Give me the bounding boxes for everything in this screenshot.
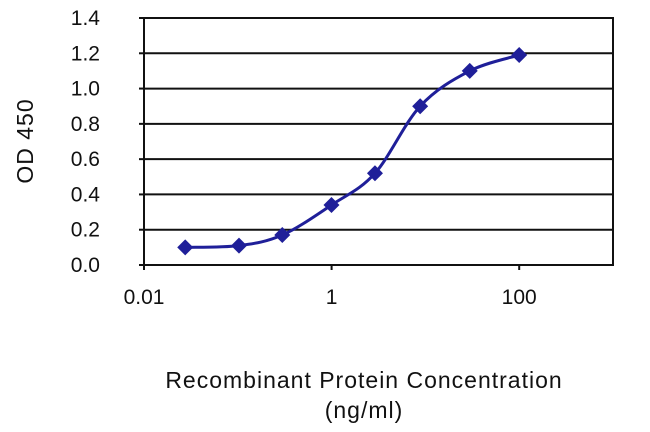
y-tick-label-4: 0.8 [71,113,100,136]
y-tick-label-2: 0.4 [71,183,101,206]
data-point-0 [177,239,194,256]
data-point-1 [231,237,248,254]
gridlines [144,52,613,231]
x-tick-label-0: 0.01 [124,286,165,309]
data-point-5 [412,98,429,115]
x-tick-label-2: 100 [502,286,537,309]
data-point-6 [461,62,478,79]
y-axis-title: OD 450 [12,98,38,183]
y-tick-label-0: 0.0 [71,254,100,277]
plot-area [143,17,614,266]
data-point-4 [366,165,383,182]
axes [139,17,613,270]
y-tick-label-6: 1.2 [71,42,100,65]
x-tick-labels: 0.01 1 100 [124,286,537,309]
x-axis-title: Recombinant Protein Concentration [165,367,562,393]
y-tick-label-1: 0.2 [71,219,100,242]
x-tick-label-1: 1 [326,286,338,309]
x-axis-title-units: (ng/ml) [325,397,404,423]
data-point-3 [323,197,340,214]
y-tick-label-3: 0.6 [71,148,100,171]
y-tick-label-7: 1.4 [71,7,101,30]
data-point-7 [511,47,528,64]
y-tick-labels: 0.0 0.2 0.4 0.6 0.8 1.0 1.2 1.4 [71,7,101,277]
y-tick-label-5: 1.0 [71,78,100,101]
data-markers [177,47,528,256]
data-point-2 [274,227,291,244]
